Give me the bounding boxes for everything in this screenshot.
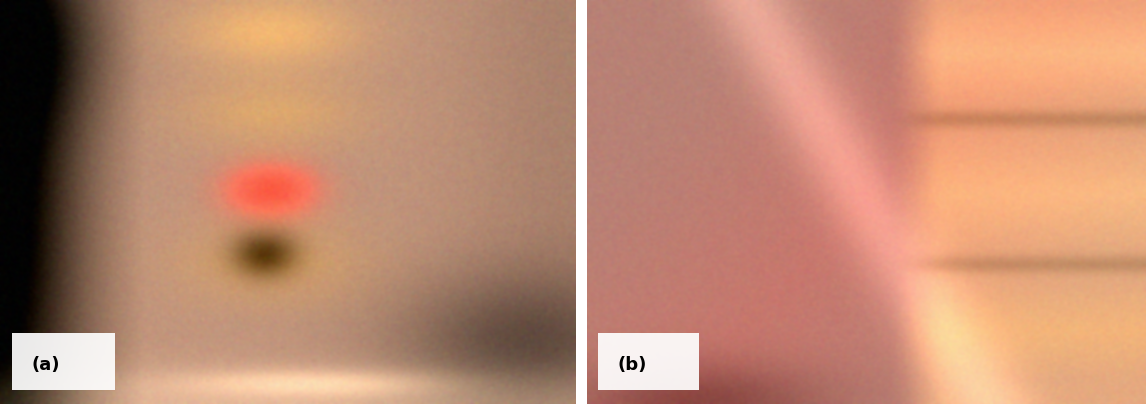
- FancyBboxPatch shape: [11, 333, 115, 390]
- Text: (a): (a): [32, 356, 60, 374]
- Text: (b): (b): [618, 356, 646, 374]
- FancyBboxPatch shape: [598, 333, 699, 390]
